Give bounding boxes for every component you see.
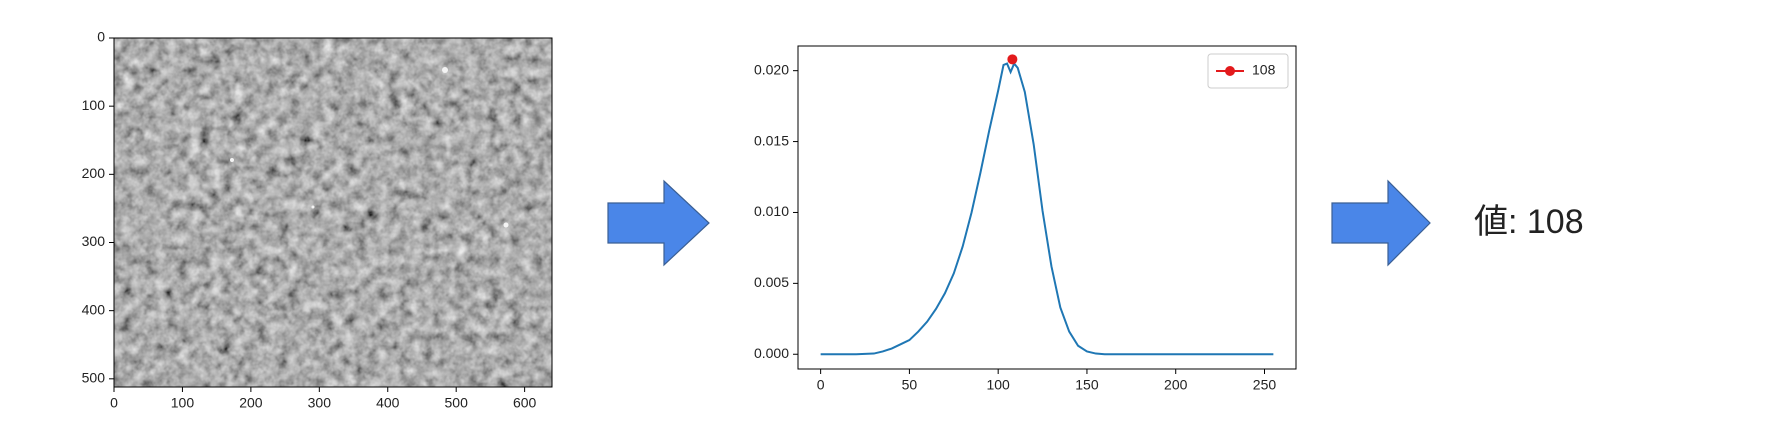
arrow xyxy=(607,179,710,267)
x-tick-label: 100 xyxy=(986,377,1010,393)
x-tick-label: 50 xyxy=(902,377,918,393)
y-tick-label: 0.000 xyxy=(754,345,789,361)
image-speck xyxy=(311,205,315,209)
image-speck xyxy=(503,222,509,228)
y-tick-label: 0.010 xyxy=(754,203,789,219)
image-speck xyxy=(442,67,448,73)
x-tick-label: 200 xyxy=(239,395,263,411)
arrow xyxy=(1331,179,1431,267)
x-tick-label: 0 xyxy=(110,395,118,411)
x-tick-label: 200 xyxy=(1164,377,1188,393)
image-texture xyxy=(114,38,552,387)
image-speck xyxy=(230,158,234,162)
line-series xyxy=(820,61,1274,356)
y-tick-label: 0 xyxy=(97,29,105,45)
x-tick-label: 150 xyxy=(1075,377,1099,393)
x-tick-label: 600 xyxy=(513,395,537,411)
legend-marker xyxy=(1225,66,1235,76)
marker xyxy=(1007,54,1018,65)
x-tick-label: 300 xyxy=(308,395,332,411)
y-tick-label: 0.005 xyxy=(754,274,789,290)
legend-box xyxy=(1207,53,1289,89)
y-tick-label: 100 xyxy=(82,97,106,113)
axes-frame xyxy=(797,45,1297,370)
y-tick-label: 500 xyxy=(82,370,106,386)
x-tick-label: 250 xyxy=(1253,377,1277,393)
x-tick-label: 500 xyxy=(445,395,469,411)
x-tick-label: 0 xyxy=(817,377,825,393)
y-tick-label: 400 xyxy=(82,301,106,317)
legend-label: 108 xyxy=(1252,62,1276,78)
y-tick-label: 300 xyxy=(82,233,106,249)
result-text: 値: 108 xyxy=(1474,203,1584,241)
y-tick-label: 200 xyxy=(82,165,106,181)
y-tick-label: 0.015 xyxy=(754,132,789,148)
x-tick-label: 100 xyxy=(171,395,195,411)
axes-frame xyxy=(113,37,553,388)
y-tick-label: 0.020 xyxy=(754,61,789,77)
x-tick-label: 400 xyxy=(376,395,400,411)
